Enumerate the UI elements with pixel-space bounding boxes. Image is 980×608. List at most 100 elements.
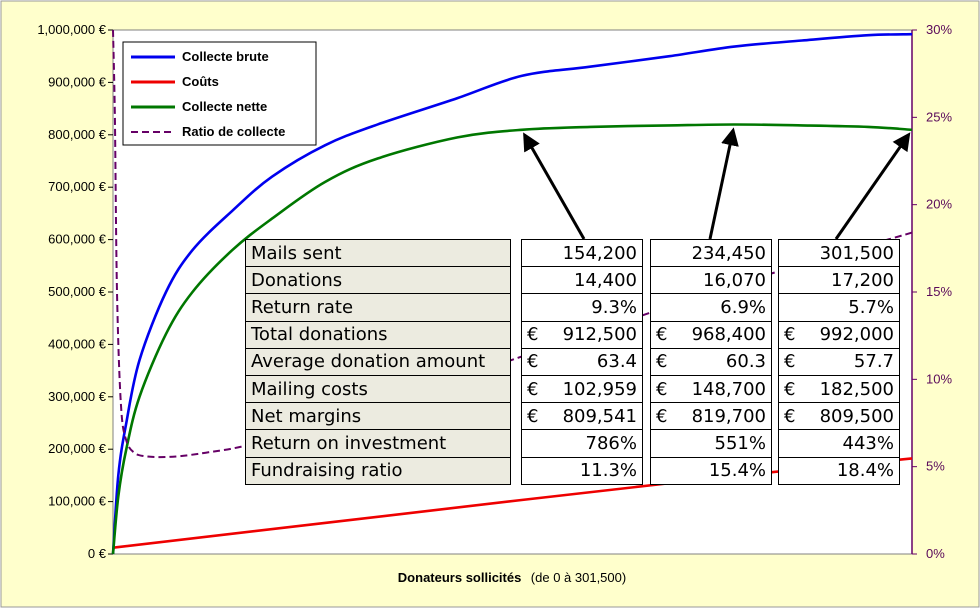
metric-value-cell: 16,070 <box>650 266 772 295</box>
metric-value: 17,200 <box>831 269 894 291</box>
x-axis-title: Donateurs sollicités (de 0 à 301,500) <box>398 569 626 586</box>
right-tick-label: 5% <box>926 459 945 474</box>
metric-value-row: 14,400 <box>521 266 643 295</box>
metric-value-row: 18.4% <box>778 456 900 485</box>
metric-label: Fundraising ratio <box>245 456 511 485</box>
right-tick-label: 15% <box>926 284 952 299</box>
series-line-2 <box>111 123 913 555</box>
annotation-arrows <box>523 127 911 240</box>
metric-value: 15.4% <box>708 460 766 482</box>
metric-value-row: €182,500 <box>778 374 900 404</box>
metric-value-cell: €912,500 <box>521 320 643 349</box>
left-tick-label: 700,000 € <box>48 179 107 194</box>
metric-value-cell: 14,400 <box>521 266 643 295</box>
currency-symbol: € <box>784 351 796 373</box>
metric-value-row: 443% <box>778 429 900 458</box>
metric-value-row: 154,200 <box>521 238 643 268</box>
x-axis-title-range: (de 0 à 301,500) <box>531 570 626 585</box>
metric-value: 819,700 <box>691 405 766 427</box>
metric-row: Return rate <box>245 293 511 322</box>
metric-value-cell: €992,000 <box>778 320 900 349</box>
metric-value-cell: €60.3 <box>650 347 772 376</box>
metric-value: 9.3% <box>591 296 637 318</box>
metric-row: Return on investment <box>245 429 511 458</box>
metric-value: 57.7 <box>853 351 894 373</box>
metric-value: 18.4% <box>836 460 894 482</box>
metric-value: 60.3 <box>725 351 766 373</box>
metric-value-cell: €57.7 <box>778 347 900 376</box>
metric-value-cell: €809,541 <box>521 402 643 431</box>
metric-value-cell: 6.9% <box>650 293 772 322</box>
metric-value-cell: 17,200 <box>778 266 900 295</box>
legend-label: Coûts <box>182 74 219 89</box>
metric-row: Average donation amount <box>245 347 511 376</box>
currency-symbol: € <box>527 405 539 427</box>
metric-value: 968,400 <box>691 324 766 346</box>
currency-symbol: € <box>527 324 539 346</box>
left-tick-label: 200,000 € <box>48 441 107 456</box>
metric-value: 16,070 <box>703 269 766 291</box>
left-tick-label: 900,000 € <box>48 74 107 89</box>
currency-symbol: € <box>656 405 668 427</box>
metric-label: Total donations <box>245 320 511 349</box>
metric-value: 551% <box>714 432 766 454</box>
metric-value-row: €992,000 <box>778 320 900 349</box>
metric-value-row: €148,700 <box>650 374 772 404</box>
metric-label: Net margins <box>245 402 511 431</box>
annotation-arrow <box>523 132 586 240</box>
metrics-label-table: Mails sent Donations Return rate Total dona… <box>245 238 511 485</box>
metric-value-cell: 786% <box>521 429 643 458</box>
metric-value-cell: 234,450 <box>650 238 772 268</box>
metric-value-row: 16,070 <box>650 266 772 295</box>
metric-value: 11.3% <box>579 460 637 482</box>
currency-symbol: € <box>784 324 796 346</box>
metric-value-row: €968,400 <box>650 320 772 349</box>
metric-value-row: 234,450 <box>650 238 772 268</box>
metrics-column-1: 154,200 14,400 9.3% €912,500 €63.4 €102,959 €8… <box>521 238 643 485</box>
left-tick-label: 600,000 € <box>48 232 107 247</box>
metric-value-cell: 9.3% <box>521 293 643 322</box>
left-tick-label: 800,000 € <box>48 127 107 142</box>
metric-value: 154,200 <box>562 242 637 264</box>
metric-value-cell: €102,959 <box>521 374 643 404</box>
metric-value: 809,541 <box>562 405 637 427</box>
currency-symbol: € <box>656 378 668 400</box>
metric-value-cell: €182,500 <box>778 374 900 404</box>
metric-value-cell: 301,500 <box>778 238 900 268</box>
metric-value-row: 11.3% <box>521 456 643 485</box>
series-line-3 <box>112 29 913 459</box>
metric-value-row: 551% <box>650 429 772 458</box>
left-tick-label: 500,000 € <box>48 284 107 299</box>
legend-label: Collecte brute <box>182 49 269 64</box>
right-tick-label: 30% <box>926 22 952 37</box>
metric-value-row: €57.7 <box>778 347 900 376</box>
metric-value-row: €809,500 <box>778 402 900 431</box>
metric-label: Return on investment <box>245 429 511 458</box>
metric-value-cell: €63.4 <box>521 347 643 376</box>
metric-value: 5.7% <box>848 296 894 318</box>
right-tick-label: 0% <box>926 546 945 561</box>
metric-value-cell: 443% <box>778 429 900 458</box>
right-tick-label: 25% <box>926 109 952 124</box>
metric-value: 992,000 <box>819 324 894 346</box>
left-tick-label: 0 € <box>88 546 107 561</box>
metric-value: 63.4 <box>596 351 637 373</box>
annotation-arrow <box>834 132 911 240</box>
metric-value-cell: 11.3% <box>521 456 643 485</box>
metric-value-row: 17,200 <box>778 266 900 295</box>
metric-value: 6.9% <box>720 296 766 318</box>
metric-value-row: 15.4% <box>650 456 772 485</box>
metric-value: 102,959 <box>562 378 637 400</box>
metric-label: Average donation amount <box>245 347 511 376</box>
currency-symbol: € <box>784 378 796 400</box>
currency-symbol: € <box>784 405 796 427</box>
metric-value-cell: 154,200 <box>521 238 643 268</box>
metric-value-cell: 15.4% <box>650 456 772 485</box>
metric-row: Total donations <box>245 320 511 349</box>
metric-value-cell: 18.4% <box>778 456 900 485</box>
metrics-column-2: 234,450 16,070 6.9% €968,400 €60.3 €148,700 €8… <box>650 238 772 485</box>
metric-label: Return rate <box>245 293 511 322</box>
currency-symbol: € <box>527 351 539 373</box>
metric-value: 912,500 <box>562 324 637 346</box>
